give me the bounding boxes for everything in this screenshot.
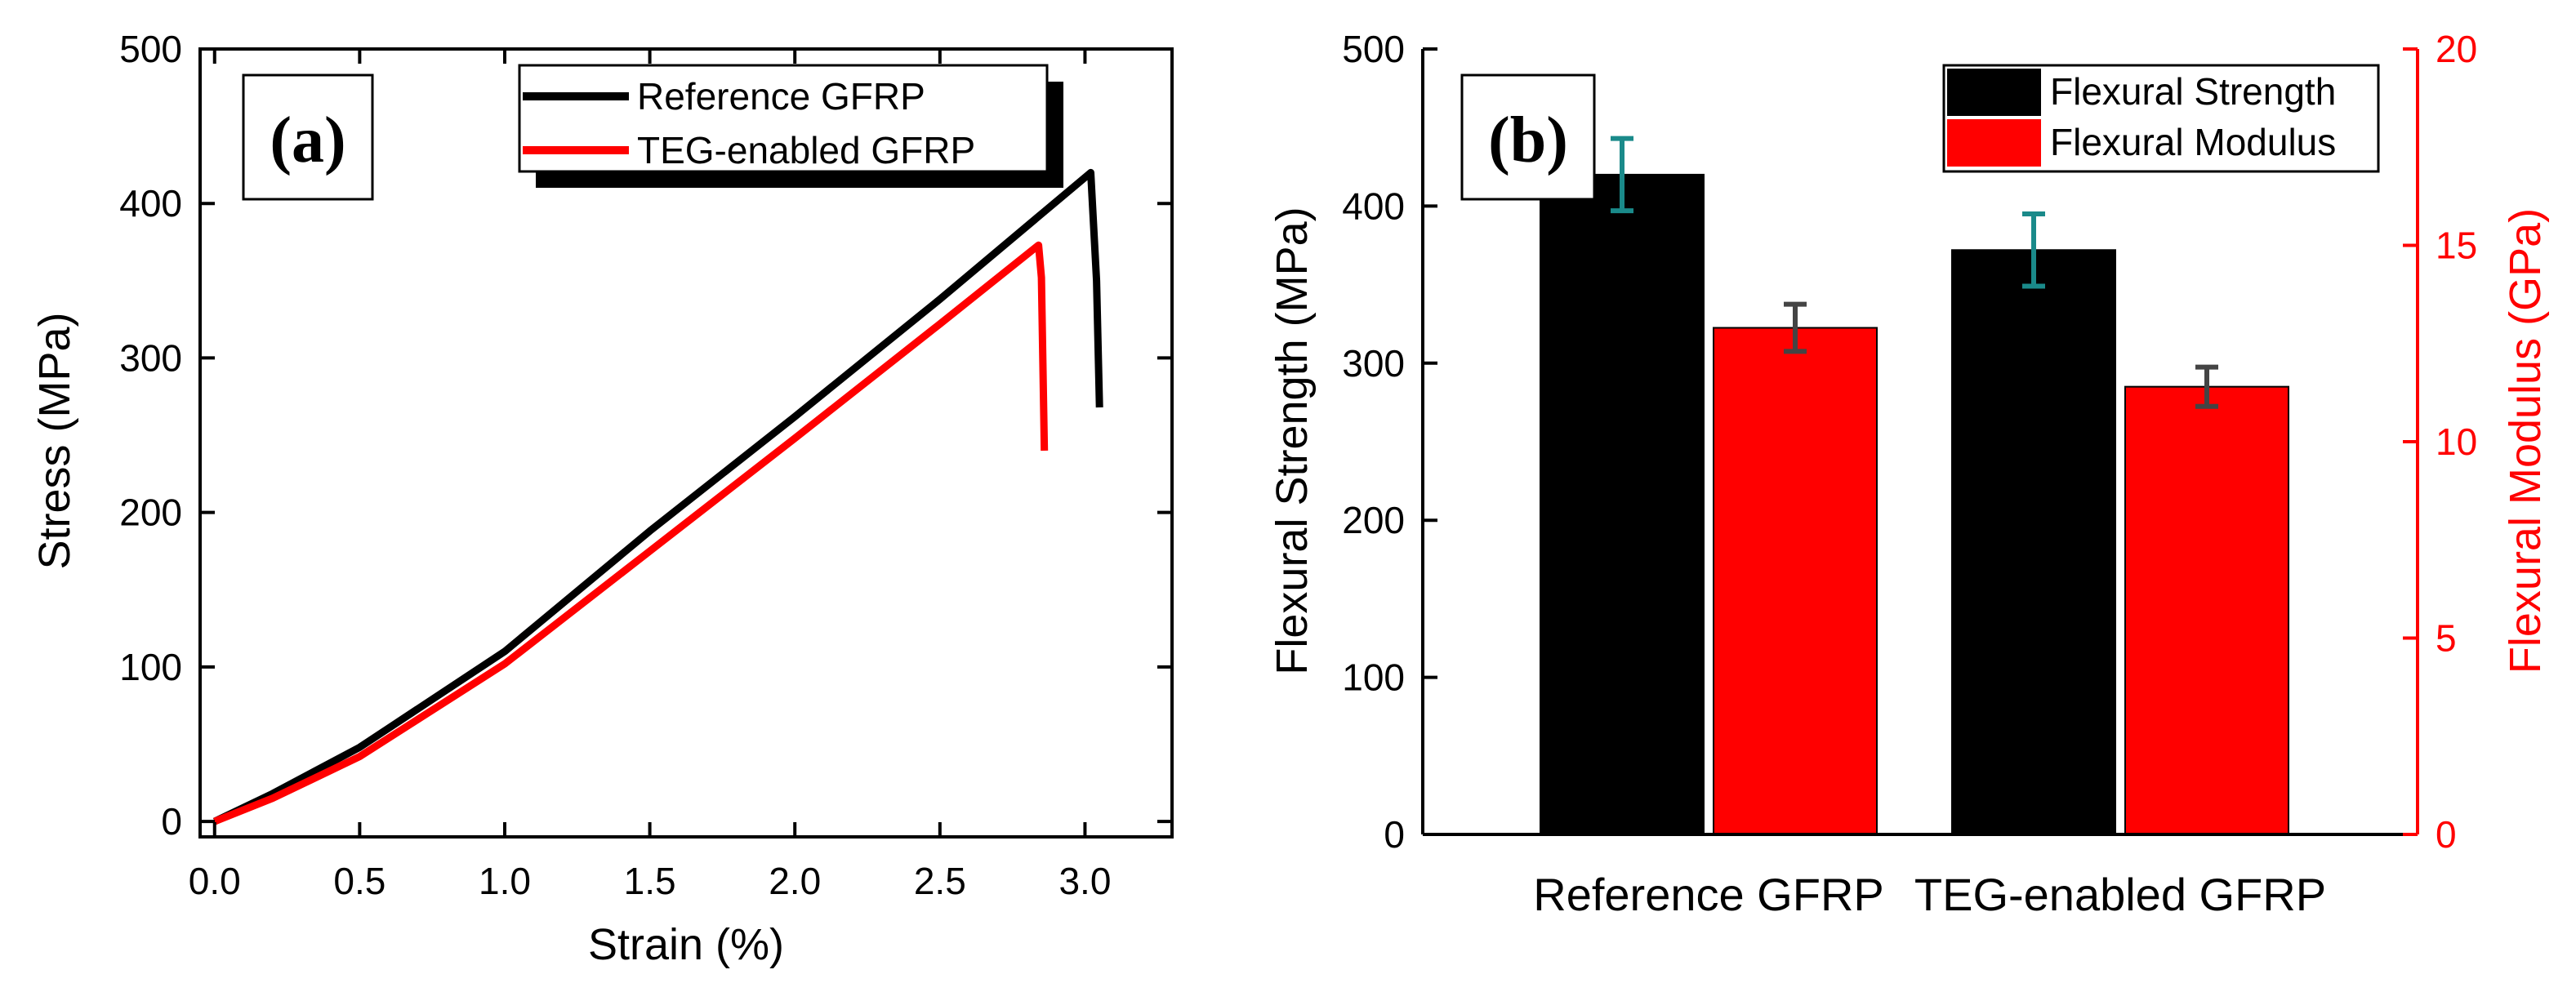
panel-b-y2-tick-label: 5 — [2436, 617, 2457, 660]
legend-swatch-modulus — [1947, 119, 2041, 167]
panel-a-x-tick-label: 1.5 — [624, 860, 676, 902]
panel-b-bar-chart: 0 100 200 300 400 500 0 5 10 15 20 Reference GFRP… — [1268, 28, 2550, 920]
panel-b-y2-tick-label: 10 — [2436, 420, 2477, 463]
panel-b-label: (b) — [1488, 105, 1568, 176]
panel-a-x-tick-label: 2.0 — [769, 860, 821, 902]
panel-a-y-tick-label: 0 — [161, 800, 182, 843]
panel-a-plot-frame — [198, 47, 1174, 839]
bar-flexural-modulus-teg — [2124, 385, 2289, 836]
panel-a-y-tick-label: 400 — [119, 182, 182, 225]
legend-label-strength: Flexural Strength — [2050, 70, 2336, 113]
category-label-reference-gfrp: Reference GFRP — [1533, 869, 1884, 920]
legend-swatch-strength — [1947, 69, 2041, 116]
legend-label-modulus: Flexural Modulus — [2050, 121, 2336, 163]
panel-a-label-box: (a) — [242, 73, 374, 201]
panel-a-x-tick-label: 3.0 — [1058, 860, 1111, 902]
panel-a-y-tick-label: 200 — [119, 492, 182, 534]
category-label-teg-enabled-gfrp: TEG-enabled GFRP — [1914, 869, 2326, 920]
legend-label-reference: Reference GFRP — [637, 75, 925, 118]
panel-b-y2-tick-label: 20 — [2436, 28, 2477, 70]
panel-a-y-tick-label: 100 — [119, 646, 182, 688]
panel-a-x-axis-title: Strain (%) — [588, 920, 784, 969]
bar-flexural-strength-reference — [1540, 173, 1705, 836]
panel-b-label-box: (b) — [1460, 73, 1596, 201]
panel-b-y-tick-label: 100 — [1342, 656, 1405, 699]
panel-a-y-tick-label: 500 — [119, 28, 182, 70]
panel-b-y-tick-label: 200 — [1342, 499, 1405, 541]
legend-label-teg: TEG-enabled GFRP — [637, 129, 975, 171]
series-line-teg-enabled-gfrp — [213, 241, 1049, 825]
bar-flexural-strength-teg — [1951, 249, 2116, 836]
panel-a-x-tick-label: 2.5 — [914, 860, 966, 902]
panel-a-legend: Reference GFRP TEG-enabled GFRP — [518, 64, 1063, 188]
panel-a-line-chart: 0.0 0.5 1.0 1.5 2.0 2.5 3.0 0 100 200 300 400 500 S… — [30, 28, 1174, 969]
panel-a-y-axis-title: Stress (MPa) — [30, 312, 79, 569]
panel-b-y-tick-label: 500 — [1342, 28, 1405, 70]
panel-a-x-tick-label: 0.5 — [333, 860, 386, 902]
panel-b-y2-tick-label: 0 — [2436, 813, 2457, 856]
panel-b-y-tick-label: 400 — [1342, 185, 1405, 227]
panel-b-y-axis-title: Flexural Strength (MPa) — [1268, 207, 1317, 674]
panel-a-y-tick-label: 300 — [119, 336, 182, 379]
panel-b-y2-axis-title: Flexural Modulus (GPa) — [2501, 208, 2550, 674]
panel-b-y-tick-label: 0 — [1384, 813, 1405, 856]
bar-flexural-modulus-reference — [1713, 327, 1878, 835]
panel-b-y-tick-label: 300 — [1342, 342, 1405, 385]
panel-a-x-tick-label: 0.0 — [189, 860, 241, 902]
panel-b-legend: Flexural Strength Flexural Modulus — [1942, 64, 2380, 173]
panel-b-y2-tick-label: 15 — [2436, 225, 2477, 267]
series-line-reference-gfrp — [212, 168, 1103, 825]
panel-a-label: (a) — [270, 105, 345, 176]
panel-a-x-tick-label: 1.0 — [479, 860, 531, 902]
